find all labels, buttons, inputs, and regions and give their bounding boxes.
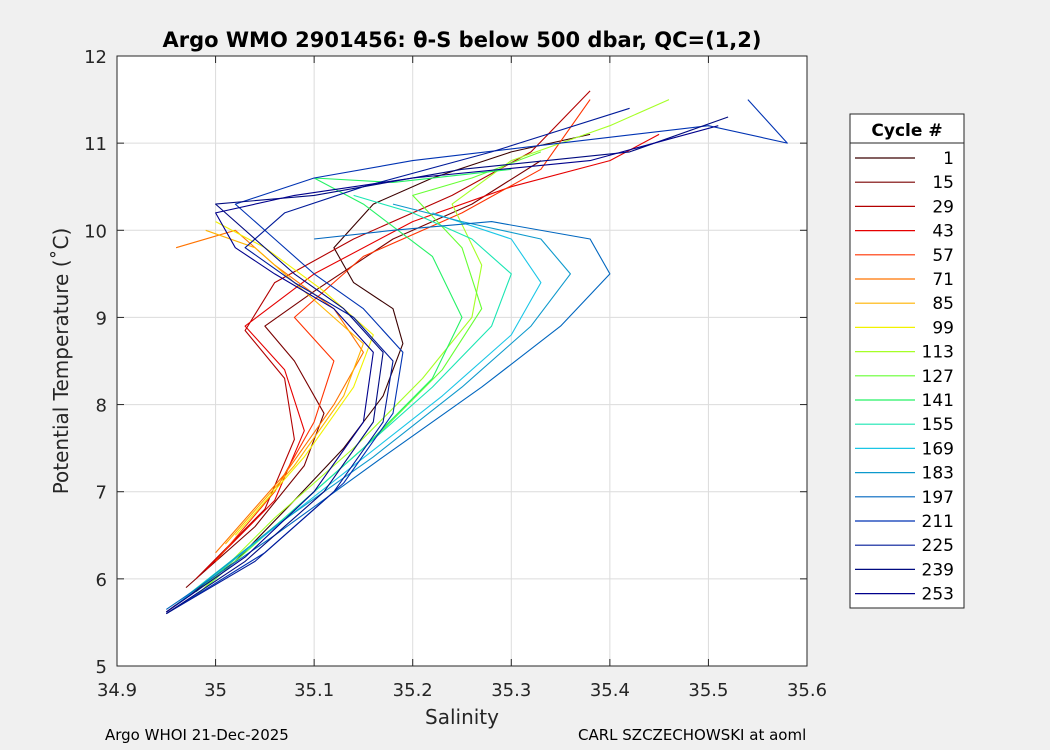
chart-title: Argo WMO 2901456: θ-S below 500 dbar, QC… — [163, 28, 762, 52]
legend-label-225: 225 — [922, 536, 954, 556]
y-tick-label: 10 — [84, 221, 107, 242]
y-tick-label: 6 — [96, 570, 107, 591]
x-tick-label: 35.3 — [491, 680, 531, 701]
series-line-cycle-183 — [175, 203, 571, 606]
legend-label-183: 183 — [922, 464, 954, 484]
legend-label-29: 29 — [932, 197, 954, 217]
legend-label-43: 43 — [932, 222, 954, 242]
legend-label-197: 197 — [922, 488, 954, 508]
axis-ticks: 34.9 35 35.1 35.2 35.3 35.4 35.5 35.6 5 6 7 8 9 10 11 1… — [84, 47, 827, 701]
x-tick-label: 35.2 — [393, 680, 433, 701]
x-tick-label: 35 — [204, 680, 227, 701]
legend-label-155: 155 — [922, 415, 954, 435]
legend-label-253: 253 — [922, 585, 954, 605]
x-tick-label: 35.5 — [688, 680, 728, 701]
legend-label-99: 99 — [932, 318, 954, 338]
legend-label-127: 127 — [922, 367, 954, 387]
series-line-cycle-253 — [165, 125, 719, 613]
legend-label-141: 141 — [922, 391, 954, 411]
series-line-cycle-239 — [165, 116, 729, 615]
legend-title: Cycle # — [871, 121, 942, 141]
legend-label-15: 15 — [932, 173, 954, 193]
series-line-cycle-211 — [166, 99, 788, 615]
y-axis-label: Potential Temperature (˚C) — [49, 228, 73, 495]
legend-box — [849, 113, 965, 609]
series-line-cycle-85 — [205, 229, 364, 545]
x-tick-label: 35.1 — [294, 680, 334, 701]
x-tick-label: 35.4 — [590, 680, 630, 701]
legend-label-85: 85 — [932, 294, 954, 314]
footer-left: Argo WHOI 21-Dec-2025 — [105, 726, 289, 744]
y-tick-label: 11 — [84, 134, 107, 155]
series-line-cycle-225 — [166, 107, 630, 615]
x-axis-label: Salinity — [425, 705, 499, 729]
legend-label-71: 71 — [932, 270, 954, 290]
y-tick-label: 7 — [96, 483, 107, 504]
x-tick-label: 34.9 — [97, 680, 137, 701]
footer-right: CARL SZCZECHOWSKI at aoml — [578, 726, 806, 744]
y-tick-label: 12 — [84, 47, 107, 68]
series-layer — [165, 90, 788, 615]
legend-label-211: 211 — [922, 512, 954, 532]
series-line-cycle-29 — [195, 90, 591, 580]
y-tick-label: 9 — [96, 308, 107, 329]
x-tick-label: 35.6 — [787, 680, 827, 701]
series-line-cycle-57 — [215, 99, 591, 562]
y-tick-label: 5 — [96, 657, 107, 678]
legend-label-113: 113 — [922, 343, 954, 363]
legend-label-1: 1 — [943, 149, 954, 169]
legend-label-57: 57 — [932, 246, 954, 266]
legend-label-169: 169 — [922, 439, 954, 459]
legend-label-239: 239 — [922, 560, 954, 580]
legend: Cycle # 1 15 29 43 57 71 85 99 113 127 141 155 169 18… — [849, 113, 965, 609]
y-tick-label: 8 — [96, 396, 107, 417]
legend-entries: 1 15 29 43 57 71 85 99 113 127 141 155 169 183 197 211 2… — [855, 149, 954, 605]
plot-frame — [116, 55, 808, 667]
